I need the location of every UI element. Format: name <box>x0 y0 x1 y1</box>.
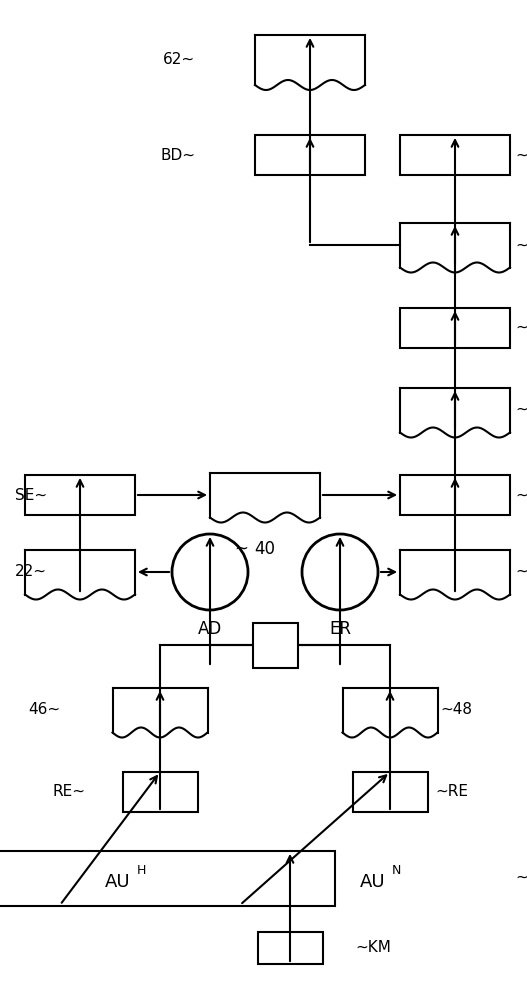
Text: AU: AU <box>105 873 131 891</box>
Text: ~34: ~34 <box>515 402 527 418</box>
Text: ~KM: ~KM <box>355 940 391 956</box>
Text: AD: AD <box>198 620 222 638</box>
Text: RE~: RE~ <box>52 784 85 800</box>
Text: H: H <box>137 863 147 876</box>
Bar <box>258 932 323 964</box>
Text: 22~: 22~ <box>15 564 47 580</box>
Text: 46~: 46~ <box>28 702 60 718</box>
Text: ~BE: ~BE <box>515 147 527 162</box>
Bar <box>400 475 510 515</box>
Text: ~RE: ~RE <box>435 784 468 800</box>
Bar <box>400 135 510 175</box>
Text: BD~: BD~ <box>160 147 195 162</box>
Text: ~UE: ~UE <box>515 488 527 502</box>
Circle shape <box>302 534 378 610</box>
Bar <box>400 308 510 348</box>
Text: N: N <box>392 863 402 876</box>
Text: ER: ER <box>329 620 351 638</box>
Circle shape <box>172 534 248 610</box>
Text: ~DE: ~DE <box>515 870 527 886</box>
Text: ~AN: ~AN <box>515 320 527 336</box>
Bar <box>25 475 135 515</box>
Bar <box>252 622 298 668</box>
Bar <box>0 850 335 906</box>
Text: AU: AU <box>360 873 386 891</box>
Text: SE~: SE~ <box>15 488 47 502</box>
Text: ~48: ~48 <box>440 702 472 718</box>
Text: ~: ~ <box>234 540 248 558</box>
Bar <box>255 135 365 175</box>
Bar <box>353 772 427 812</box>
Text: 40: 40 <box>255 540 276 558</box>
Text: ~20: ~20 <box>515 564 527 580</box>
Text: ~38: ~38 <box>515 237 527 252</box>
Bar <box>122 772 198 812</box>
Text: 62~: 62~ <box>163 52 195 68</box>
